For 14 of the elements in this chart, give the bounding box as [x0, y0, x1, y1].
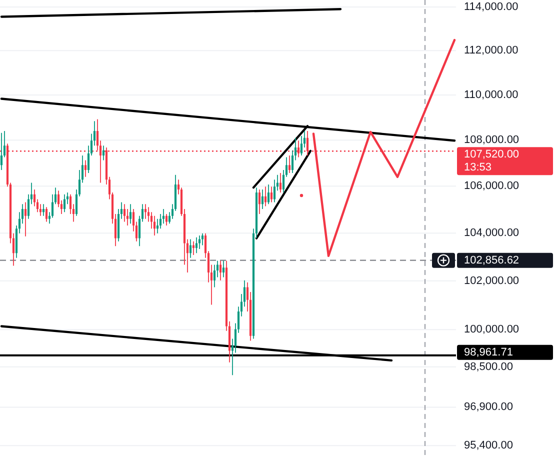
y-tick-label: 100,000.00 — [464, 324, 520, 336]
y-tick-label: 96,900.00 — [464, 401, 513, 414]
y-tick-label: 95,400.00 — [464, 440, 513, 452]
y-tick-label: 108,000.00 — [464, 134, 520, 146]
y-tick-label: 112,000.00 — [464, 44, 518, 57]
ref-line-label: 107,520.00 13:53 — [464, 148, 520, 174]
ref-line-label: 102,856.62 — [464, 254, 520, 266]
y-tick-label: 110,000.00 — [464, 88, 518, 101]
y-tick-label: 104,000.00 — [464, 227, 520, 240]
y-tick-label: 98,500.00 — [464, 360, 513, 373]
y-tick-label: 106,000.00 — [464, 180, 520, 192]
ref-line-label: 98,961.71 — [464, 346, 513, 358]
y-tick-label: 102,000.00 — [464, 274, 520, 287]
y-tick-label: 114,000.00 — [464, 1, 518, 13]
